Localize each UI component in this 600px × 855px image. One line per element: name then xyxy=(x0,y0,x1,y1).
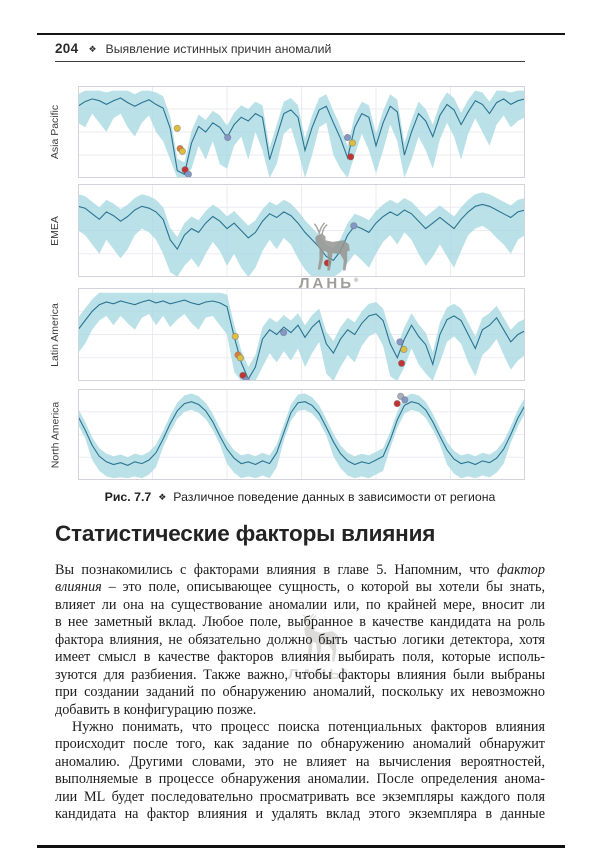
text-segment: добавить в конфигурацию позже. xyxy=(55,701,257,718)
metric-line xyxy=(77,401,526,467)
italic-term: фактор xyxy=(496,562,545,578)
text-segment: влияет ли она на существование аномалии … xyxy=(55,596,545,613)
text-segment: при создании заданий по обнаружению аном… xyxy=(55,684,545,701)
text-segment: зуются для разбиения. Также важно, чтобы… xyxy=(55,666,545,683)
anomaly-marker-blue xyxy=(343,133,352,142)
text-line: аномалию. Другими словами, это не влияет… xyxy=(55,754,545,771)
text-line: при создании заданий по обнаружению аном… xyxy=(55,684,545,701)
anomaly-marker-red xyxy=(323,259,331,267)
anomaly-marker-blue xyxy=(350,222,358,230)
chart-label-latin-america: Latin America xyxy=(49,302,61,367)
italic-term: влияния xyxy=(55,579,102,596)
chart-svg xyxy=(77,389,526,480)
text-segment: выполняемые в процессе обнаружения анома… xyxy=(55,771,545,788)
chart-asia-pacific xyxy=(77,86,526,178)
anomaly-marker-blue xyxy=(280,328,288,337)
text-line: добавить в конфигурацию позже. xyxy=(55,702,545,719)
confidence-band xyxy=(78,292,525,381)
chart-latin-america xyxy=(77,288,526,384)
text-segment: фактора влияния, не обязательно должно б… xyxy=(55,631,545,648)
text-line: зуются для разбиения. Также важно, чтобы… xyxy=(55,667,545,684)
plot-border xyxy=(78,184,525,277)
text-line: в нее заметный вклад. Любое поле, выбран… xyxy=(55,614,545,631)
text-line: влияния – это поле, описывающее сущность… xyxy=(55,579,545,596)
running-title: Выявление истинных причин аномалий xyxy=(105,42,332,56)
text-line: происходит после того, как задание по об… xyxy=(55,736,545,753)
text-line: выполняемые в процессе обнаружения анома… xyxy=(55,771,545,788)
plot-border xyxy=(78,389,525,480)
figure-caption-text: Различное поведение данных в зависимости… xyxy=(173,490,496,504)
anomaly-marker-red xyxy=(397,359,406,367)
anomaly-marker-blue xyxy=(396,338,404,346)
metric-line xyxy=(77,97,526,176)
anomaly-marker-red xyxy=(393,400,401,408)
plot-border xyxy=(78,86,525,178)
chart-label-asia-pacific: Asia Pacific xyxy=(49,104,61,160)
anomaly-marker-yellow xyxy=(400,345,408,354)
confidence-band xyxy=(78,393,525,479)
text-segment: Вы познакомились с факторами влияния в г… xyxy=(55,562,497,578)
metric-line xyxy=(77,299,526,381)
confidence-band xyxy=(78,192,525,277)
figure-caption: Рис. 7.7 ❖ Различное поведение данных в за… xyxy=(0,490,600,504)
anomaly-marker-yellow xyxy=(173,124,181,132)
text-segment: имеет смысл в качестве факторов влияния … xyxy=(55,649,545,666)
text-line: имеет смысл в качестве факторов влияния … xyxy=(55,649,545,666)
chart-svg xyxy=(77,86,526,178)
text-segment: лии ML будет последовательно просматрива… xyxy=(55,788,545,805)
figure-caption-label: Рис. 7.7 xyxy=(104,490,152,504)
text-segment: кандидата на фактор влияния и удалять вк… xyxy=(55,806,545,823)
chart-svg xyxy=(77,184,526,277)
chart-emea xyxy=(77,184,526,277)
chart-svg xyxy=(77,288,526,384)
bottom-rule xyxy=(37,845,565,848)
anomaly-marker-yellow xyxy=(178,147,187,155)
text-line: влияет ли она на существование аномалии … xyxy=(55,597,545,614)
chart-label-emea: EMEA xyxy=(48,215,61,246)
diamond-icon: ❖ xyxy=(158,492,167,502)
page-number: 204 xyxy=(55,41,79,56)
chart-north-america xyxy=(77,389,526,480)
chart-label-north-america: North America xyxy=(49,401,61,468)
text-segment: в нее заметный вклад. Любое поле, выбран… xyxy=(55,614,545,631)
anomaly-marker-blue xyxy=(184,170,193,178)
anomaly-marker-yellow xyxy=(236,354,244,362)
text-segment: аномалию. Другими словами, это не влияет… xyxy=(55,753,545,770)
header-rule xyxy=(55,61,525,62)
top-rule xyxy=(37,33,565,35)
plot-border xyxy=(78,288,525,381)
text-line: фактора влияния, не обязательно должно б… xyxy=(55,632,545,649)
text-segment: происходит после того, как задание по об… xyxy=(55,736,545,753)
text-segment: – это поле, описывающее сущность, о кото… xyxy=(101,579,545,596)
text-line: лии ML будет последовательно просматрива… xyxy=(55,789,545,806)
anomaly-marker-blue xyxy=(224,133,232,142)
section-title: Статистические факторы влияния xyxy=(55,521,436,546)
anomaly-marker-red xyxy=(347,153,355,161)
anomaly-marker-blue xyxy=(401,396,409,404)
metric-line xyxy=(77,203,526,262)
text-line: Нужно понимать, что процесс поиска потен… xyxy=(55,719,545,736)
text-segment: Нужно понимать, что процесс поиска потен… xyxy=(72,718,545,735)
anomaly-marker-yellow xyxy=(348,139,357,147)
page-header: 204 ❖ Выявление истинных причин аномалий xyxy=(55,41,535,56)
diamond-icon: ❖ xyxy=(88,44,97,54)
text-line: кандидата на фактор влияния и удалять вк… xyxy=(55,806,545,823)
anomaly-marker-yellow xyxy=(231,332,239,341)
body-text: Вы познакомились с факторами влияния в г… xyxy=(55,562,545,824)
text-line: Вы познакомились с факторами влияния в г… xyxy=(55,562,545,579)
